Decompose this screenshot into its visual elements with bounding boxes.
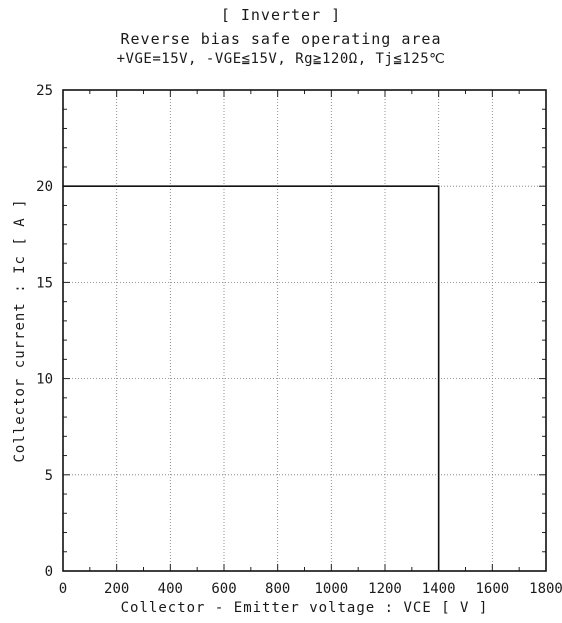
y-tick-label: 20	[36, 179, 53, 195]
chart-subtitle: Reverse bias safe operating area	[120, 30, 442, 48]
y-tick-label: 15	[36, 275, 53, 291]
x-tick-label: 400	[158, 581, 183, 597]
x-tick-label: 1600	[475, 581, 509, 597]
x-tick-label: 1800	[529, 581, 562, 597]
x-tick-label: 1400	[422, 581, 456, 597]
x-tick-label: 1000	[314, 581, 348, 597]
y-tick-label: 10	[36, 372, 53, 388]
plot-frame	[62, 89, 547, 572]
y-tick-label: 0	[45, 564, 53, 580]
x-tick-label: 0	[59, 581, 67, 597]
chart-title: [ Inverter ]	[220, 6, 342, 24]
x-axis-label: Collector - Emitter voltage : VCE [ V ]	[121, 600, 489, 616]
y-axis-label: Collector current : Ic [ A ]	[12, 198, 28, 462]
y-tick-label: 5	[45, 468, 53, 484]
x-tick-label: 200	[104, 581, 129, 597]
x-tick-label: 1200	[368, 581, 402, 597]
x-tick-label: 800	[265, 581, 290, 597]
y-tick-label: 25	[36, 83, 53, 99]
x-tick-label: 600	[211, 581, 236, 597]
chart-conditions: +VGE=15V, -VGE≦15V, Rg≧120Ω, Tj≦125℃	[116, 51, 446, 67]
soa-boundary-line	[63, 185, 440, 571]
